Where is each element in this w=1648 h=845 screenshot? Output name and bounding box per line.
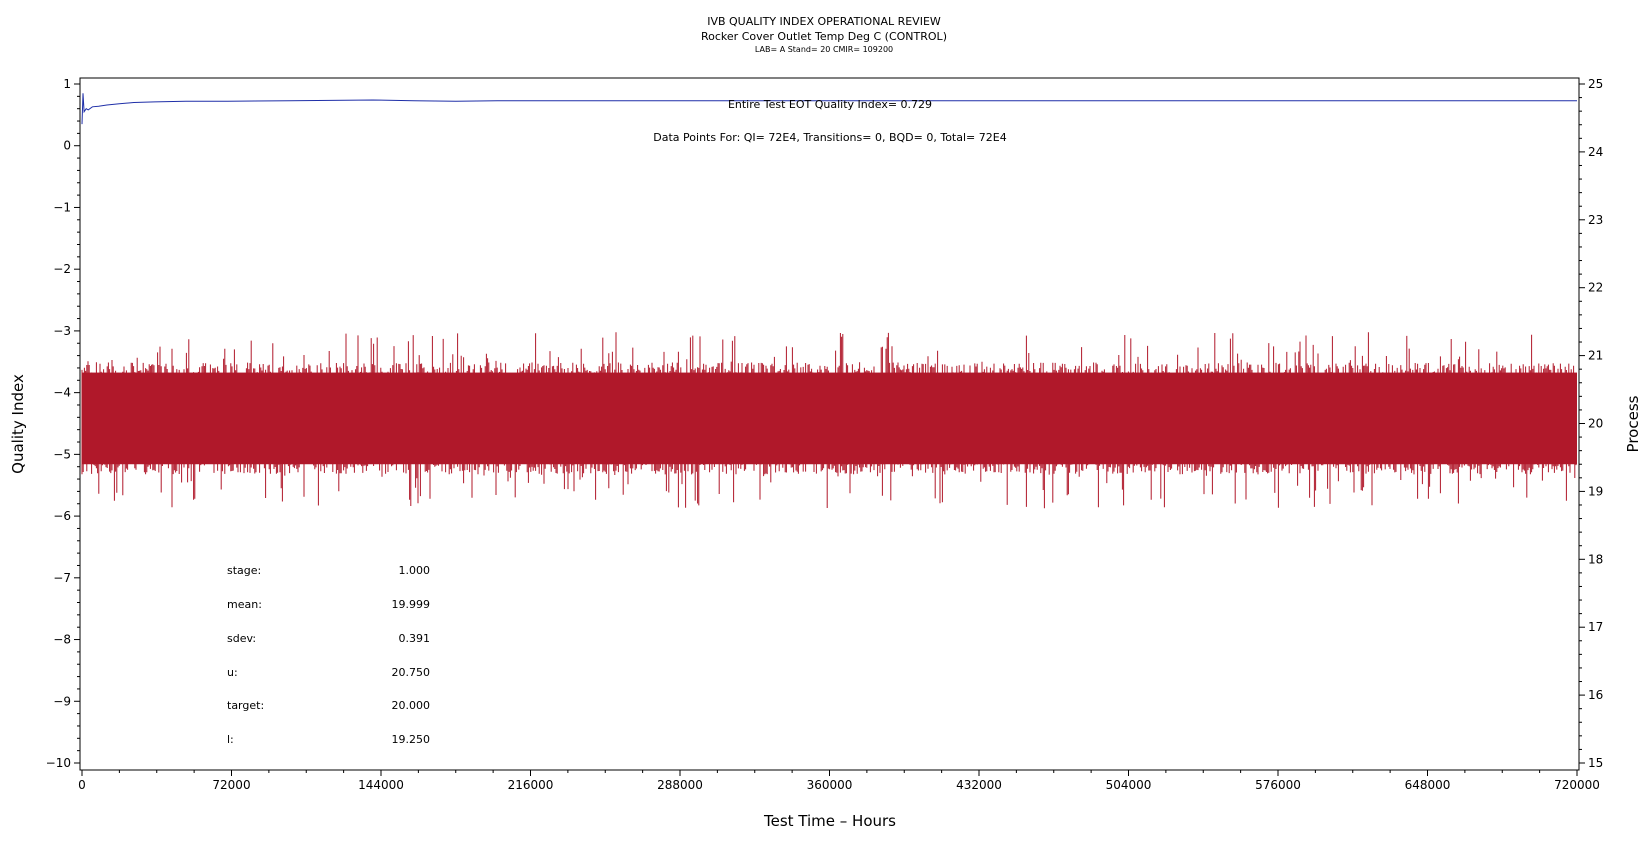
y-right-axis-title: Process [1624,395,1642,452]
y-left-tick-label: −7 [53,571,71,585]
y-right-tick-label: 19 [1588,484,1603,498]
y-left-tick-label: −3 [53,324,71,338]
x-tick-label: 504000 [1106,778,1152,792]
axes: 0 72000 144000 216000 288000 360000 432000 5040… [46,77,1604,792]
y-left-tick-label: −6 [53,509,71,523]
x-tick-label: 432000 [956,778,1002,792]
stat-value: 0.391 [399,632,431,645]
y-left-tick-label: −10 [46,756,71,770]
x-tick-label: 216000 [508,778,554,792]
quality-index-line [81,93,1577,125]
x-tick-label: 0 [78,778,86,792]
y-left-tick-label: −5 [53,447,71,461]
x-tick-label: 360000 [807,778,853,792]
stats-table: stage: 1.000 mean: 19.999 sdev: 0.391 u: 20.750… [227,564,430,746]
stat-value: 19.999 [392,598,431,611]
y-right-tick-label: 17 [1588,620,1603,634]
x-tick-label: 288000 [657,778,703,792]
x-tick-label: 720000 [1554,778,1600,792]
quality-index-series [81,93,1577,125]
process-series [81,332,1577,509]
stat-value: 20.750 [392,666,431,679]
y-left-tick-label: 1 [63,77,71,91]
stat-value: 1.000 [399,564,431,577]
stat-label: l: [227,733,234,746]
y-left-tick-label: −2 [53,262,71,276]
stat-label: stage: [227,564,261,577]
stat-label: sdev: [227,632,256,645]
y-left-tick-label: −4 [53,386,71,400]
stat-value: 19.250 [392,733,431,746]
x-tick-label: 648000 [1405,778,1451,792]
stat-label: u: [227,666,238,679]
y-right-tick-label: 21 [1588,349,1603,363]
y-left-axis-title: Quality Index [9,374,27,474]
x-axis-title: Test Time – Hours [763,812,896,830]
y-right-tick-label: 15 [1588,756,1603,770]
chart-subtitle: Rocker Cover Outlet Temp Deg C (CONTROL) [701,30,947,43]
stat-value: 20.000 [392,699,431,712]
y-right-tick-label: 22 [1588,281,1603,295]
y-left-tick-label: 0 [63,139,71,153]
y-right-tick-label: 23 [1588,213,1603,227]
process-trace [81,332,1577,509]
quality-index-annotation: Entire Test EOT Quality Index= 0.729 [728,98,932,111]
y-left-tick-label: −8 [53,633,71,647]
x-tick-label: 576000 [1255,778,1301,792]
x-tick-label: 72000 [212,778,250,792]
stat-label: target: [227,699,264,712]
chart-subtitle-2: LAB= A Stand= 20 CMIR= 109200 [755,45,893,54]
stat-label: mean: [227,598,262,611]
y-right-tick-label: 20 [1588,417,1603,431]
x-tick-label: 144000 [358,778,404,792]
data-points-annotation: Data Points For: QI= 72E4, Transitions= … [653,131,1006,144]
y-right-tick-label: 25 [1588,77,1603,91]
y-left-tick-label: −1 [53,200,71,214]
y-left-tick-label: −9 [53,694,71,708]
y-right-tick-label: 18 [1588,552,1603,566]
y-right-tick-label: 16 [1588,688,1603,702]
y-right-tick-label: 24 [1588,145,1603,159]
chart-title: IVB QUALITY INDEX OPERATIONAL REVIEW [707,15,941,28]
